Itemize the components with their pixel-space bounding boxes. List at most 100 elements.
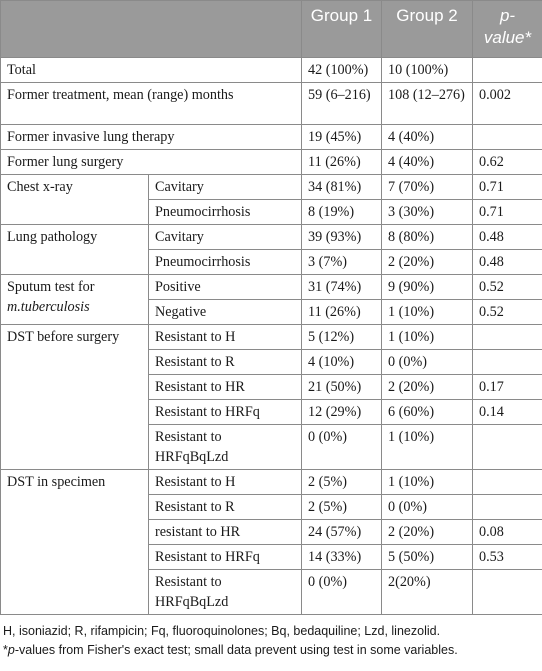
results-table: Group 1 Group 2 p- value* Total 42 (100%…	[0, 0, 542, 615]
table-row: DST before surgery Resistant to H 5 (12%…	[0, 324, 542, 470]
header-group1: Group 1	[301, 0, 382, 58]
cell-g2: 9 (90%)	[381, 274, 473, 300]
sub-label: Positive	[148, 274, 302, 300]
sub-label: Pneumocirrhosis	[148, 249, 302, 275]
table-row: Resistant to HRFqBqLzd 0 (0%) 1 (10%)	[1, 424, 542, 470]
cell-p: 0.14	[472, 399, 542, 425]
footnote-star: *	[3, 643, 8, 657]
table-row: Former treatment, mean (range) months 59…	[0, 82, 542, 125]
sputum-label-b: m.tuberculosis	[7, 299, 90, 315]
cell-p	[472, 124, 542, 150]
cell-g2: 1 (10%)	[381, 469, 473, 495]
header-row: Group 1 Group 2 p- value*	[0, 0, 542, 58]
cell-g1: 21 (50%)	[301, 374, 382, 400]
cell-g1: 34 (81%)	[301, 174, 382, 200]
cell-g2: 1 (10%)	[381, 299, 473, 325]
cell-p: 0.52	[472, 274, 542, 300]
cell-g1: 11 (26%)	[301, 149, 382, 175]
cell-p	[472, 569, 542, 615]
cell-g2: 2 (20%)	[381, 519, 473, 545]
sub-label: resistant to HR	[148, 519, 302, 545]
cell-g1: 5 (12%)	[301, 324, 382, 350]
cell-g1: 2 (5%)	[301, 494, 382, 520]
cell-g2: 7 (70%)	[381, 174, 473, 200]
footnote-abbreviations: H, isoniazid; R, rifampicin; Fq, fluoroq…	[3, 624, 441, 638]
group-label: Chest x-ray	[0, 174, 149, 225]
cell-p	[472, 469, 542, 495]
cell-g2: 108 (12–276)	[381, 82, 473, 125]
cell-p: 0.71	[472, 199, 542, 225]
cell-g1: 14 (33%)	[301, 544, 382, 570]
pvalue-rest: value*	[483, 28, 532, 47]
sub-label: Resistant to HR	[148, 374, 302, 400]
footnote-rest: -values from Fisher's exact test; small …	[14, 643, 458, 657]
header-group2: Group 2	[381, 0, 473, 58]
sputum-label-a: Sputum test for	[7, 279, 95, 295]
group-label: Lung pathology	[0, 224, 149, 275]
cell-g1: 19 (45%)	[301, 124, 382, 150]
cell-g1: 0 (0%)	[301, 569, 382, 615]
table-row: Total 42 (100%) 10 (100%)	[0, 57, 542, 83]
cell-g1: 11 (26%)	[301, 299, 382, 325]
cell-g1: 59 (6–216)	[301, 82, 382, 125]
table-row: Sputum test for m.tuberculosis Positive 3…	[0, 274, 542, 325]
sub-label: Cavitary	[148, 174, 302, 200]
cell-g2: 4 (40%)	[381, 149, 473, 175]
group-label: DST before surgery	[0, 324, 149, 470]
cell-p: 0.52	[472, 299, 542, 325]
cell-g1: 2 (5%)	[301, 469, 382, 495]
cell-p	[472, 57, 542, 83]
sub-label: Resistant to R	[148, 494, 302, 520]
cell-g2: 4 (40%)	[381, 124, 473, 150]
cell-g1: 0 (0%)	[301, 424, 382, 470]
cell-g1: 42 (100%)	[301, 57, 382, 83]
cell-g2: 0 (0%)	[381, 494, 473, 520]
footnote-pvalues: *p-values from Fisher's exact test; smal…	[3, 641, 542, 660]
group-label: DST in specimen	[0, 469, 149, 615]
sub-label: Resistant to HRFqBqLzd	[148, 424, 302, 470]
cell-p: 0.71	[472, 174, 542, 200]
row-label: Total	[0, 57, 302, 83]
cell-g1: 31 (74%)	[301, 274, 382, 300]
table-row: Pneumocirrhosis 8 (19%) 3 (30%) 0.71	[1, 199, 542, 225]
sub-label: Pneumocirrhosis	[148, 199, 302, 225]
table-row: Pneumocirrhosis 3 (7%) 2 (20%) 0.48	[1, 249, 542, 275]
table-row: Resistant to HR 21 (50%) 2 (20%) 0.17	[1, 374, 542, 400]
cell-g1: 8 (19%)	[301, 199, 382, 225]
cell-p	[472, 324, 542, 350]
sub-label: Resistant to HRFq	[148, 399, 302, 425]
cell-g2: 1 (10%)	[381, 324, 473, 350]
cell-g2: 6 (60%)	[381, 399, 473, 425]
cell-p: 0.62	[472, 149, 542, 175]
cell-g1: 4 (10%)	[301, 349, 382, 375]
sub-label: Resistant to HRFqBqLzd	[148, 569, 302, 615]
cell-g2: 2(20%)	[381, 569, 473, 615]
sub-label: Cavitary	[148, 224, 302, 250]
row-label: Former treatment, mean (range) months	[0, 82, 302, 125]
table-row: DST in specimen Resistant to H 2 (5%) 1 …	[0, 469, 542, 615]
table-row: Negative 11 (26%) 1 (10%) 0.52	[1, 299, 542, 325]
cell-g1: 12 (29%)	[301, 399, 382, 425]
footnote-p: p	[7, 643, 15, 657]
cell-p: 0.48	[472, 224, 542, 250]
header-empty-cell	[0, 0, 302, 58]
table-row: resistant to HR 24 (57%) 2 (20%) 0.08	[1, 519, 542, 545]
cell-g2: 5 (50%)	[381, 544, 473, 570]
cell-p: 0.17	[472, 374, 542, 400]
table-row: Resistant to HRFqBqLzd 0 (0%) 2(20%)	[1, 569, 542, 615]
cell-g1: 39 (93%)	[301, 224, 382, 250]
cell-g2: 0 (0%)	[381, 349, 473, 375]
cell-p	[472, 424, 542, 470]
sub-label: Resistant to H	[148, 469, 302, 495]
pvalue-p: p-	[499, 6, 516, 25]
cell-g2: 2 (20%)	[381, 374, 473, 400]
cell-p	[472, 349, 542, 375]
cell-p: 0.48	[472, 249, 542, 275]
cell-g2: 10 (100%)	[381, 57, 473, 83]
cell-g1: 24 (57%)	[301, 519, 382, 545]
cell-p: 0.08	[472, 519, 542, 545]
table-row: Chest x-ray Cavitary 34 (81%) 7 (70%) 0.…	[0, 174, 542, 225]
table-row: Resistant to R 2 (5%) 0 (0%)	[1, 494, 542, 520]
group-label: Sputum test for m.tuberculosis	[0, 274, 149, 325]
cell-p: 0.53	[472, 544, 542, 570]
